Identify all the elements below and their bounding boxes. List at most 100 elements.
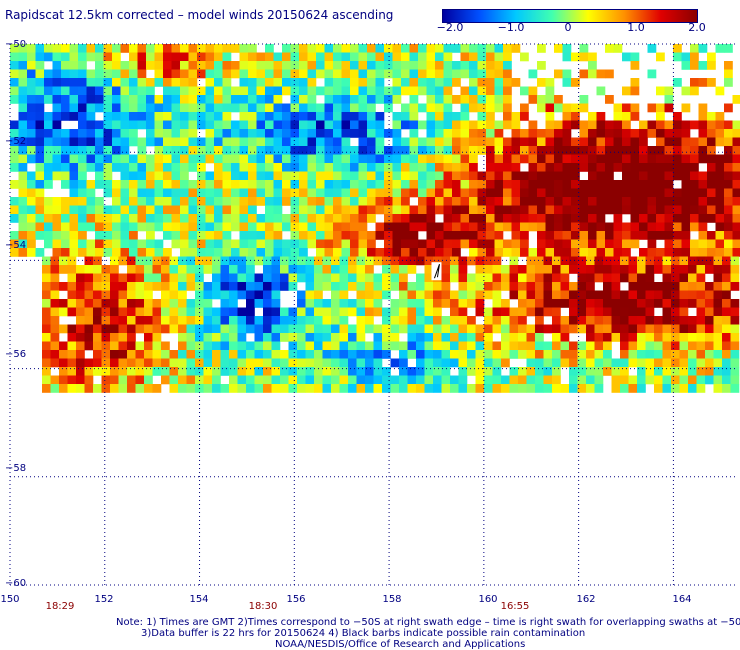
wind-difference-cell [690, 222, 699, 232]
wind-difference-cell [647, 146, 657, 155]
wind-difference-cell [730, 367, 740, 376]
wind-difference-cell [647, 239, 657, 249]
wind-difference-cell [254, 290, 264, 300]
wind-difference-cell [671, 282, 680, 291]
wind-difference-cell [84, 367, 94, 376]
wind-difference-cell [95, 61, 104, 70]
wind-difference-cell [188, 248, 198, 257]
wind-difference-cell [630, 129, 640, 138]
wind-difference-cell [501, 316, 510, 325]
wind-difference-cell [630, 61, 640, 70]
wind-difference-cell [135, 358, 145, 368]
wind-difference-cell [645, 299, 655, 308]
wind-difference-cell [690, 171, 699, 181]
wind-difference-cell [288, 316, 298, 325]
wind-difference-cell [188, 86, 198, 96]
wind-difference-cell [707, 112, 716, 121]
wind-difference-cell [688, 367, 697, 376]
wind-difference-cell [103, 120, 113, 130]
wind-difference-cell [231, 103, 240, 113]
wind-difference-cell [271, 367, 281, 376]
wind-difference-cell [401, 248, 410, 257]
wind-difference-cell [229, 350, 238, 359]
wind-difference-cell [620, 358, 629, 368]
wind-difference-cell [486, 69, 495, 79]
wind-difference-cell [358, 78, 368, 87]
wind-difference-cell [545, 137, 555, 147]
wind-difference-cell [401, 86, 410, 96]
wind-difference-cell [248, 180, 257, 189]
wind-difference-cell [256, 52, 266, 62]
wind-difference-cell [424, 273, 434, 283]
wind-difference-cell [673, 129, 682, 138]
wind-difference-cell [637, 367, 646, 376]
lon-label: 150 [0, 594, 20, 605]
wind-difference-cell [401, 112, 410, 121]
wind-difference-cell [662, 375, 672, 385]
wind-difference-cell [180, 95, 189, 104]
wind-difference-cell [35, 180, 45, 189]
wind-difference-cell [603, 341, 612, 351]
wind-difference-cell [392, 44, 402, 53]
wind-difference-cell [350, 248, 359, 257]
wind-difference-cell [732, 146, 740, 155]
wind-difference-cell [367, 163, 376, 172]
wind-difference-cell [144, 333, 153, 342]
wind-difference-cell [503, 78, 512, 87]
wind-difference-cell [322, 282, 332, 291]
wind-difference-cell [76, 358, 85, 368]
wind-difference-cell [67, 333, 77, 342]
wind-difference-cell [50, 282, 60, 291]
wind-difference-cell [324, 129, 334, 138]
wind-difference-cell [537, 197, 546, 206]
wind-difference-cell [443, 78, 453, 87]
wind-difference-cell [401, 188, 410, 198]
wind-difference-cell [588, 231, 597, 240]
wind-difference-cell [543, 384, 553, 393]
wind-difference-cell [110, 375, 119, 385]
wind-difference-cell [416, 256, 425, 266]
wind-difference-cell [452, 188, 461, 198]
wind-difference-cell [586, 333, 595, 342]
wind-difference-cell [331, 375, 340, 385]
wind-difference-cell [611, 316, 621, 325]
note-line: Note: 1) Times are GMT 2)Times correspon… [116, 617, 740, 628]
wind-difference-cell [367, 52, 376, 62]
wind-difference-cell [594, 290, 604, 300]
wind-difference-cell [42, 367, 51, 376]
wind-difference-cell [282, 188, 291, 198]
wind-difference-cell [622, 154, 631, 164]
wind-difference-cell [545, 205, 555, 215]
wind-difference-cell [103, 61, 113, 70]
wind-difference-cell [290, 95, 300, 104]
wind-difference-cell [688, 265, 697, 274]
wind-difference-cell [579, 154, 589, 164]
wind-difference-cell [171, 239, 181, 249]
wind-difference-cell [254, 341, 264, 351]
wind-difference-cell [67, 384, 77, 393]
wind-difference-cell [545, 95, 555, 104]
wind-difference-cell [103, 214, 113, 223]
wind-difference-cell [639, 146, 648, 155]
wind-difference-cell [27, 69, 36, 79]
wind-difference-cell [696, 358, 706, 368]
wind-difference-cell [280, 333, 289, 342]
wind-difference-cell [282, 214, 291, 223]
wind-difference-cell [86, 120, 96, 130]
wind-difference-cell [212, 290, 221, 300]
wind-difference-cell [458, 307, 468, 317]
wind-difference-cell [239, 52, 249, 62]
wind-difference-cell [161, 256, 170, 266]
wind-difference-cell [93, 358, 102, 368]
wind-difference-cell [367, 69, 376, 79]
wind-difference-cell [664, 248, 674, 257]
wind-difference-cell [299, 197, 308, 206]
wind-difference-cell [112, 129, 121, 138]
wind-difference-cell [324, 112, 334, 121]
wind-difference-cell [299, 214, 308, 223]
wind-difference-cell [724, 129, 733, 138]
wind-difference-cell [433, 256, 442, 266]
wind-difference-cell [271, 290, 281, 300]
wind-difference-cell [698, 248, 708, 257]
wind-difference-cell [605, 197, 614, 206]
